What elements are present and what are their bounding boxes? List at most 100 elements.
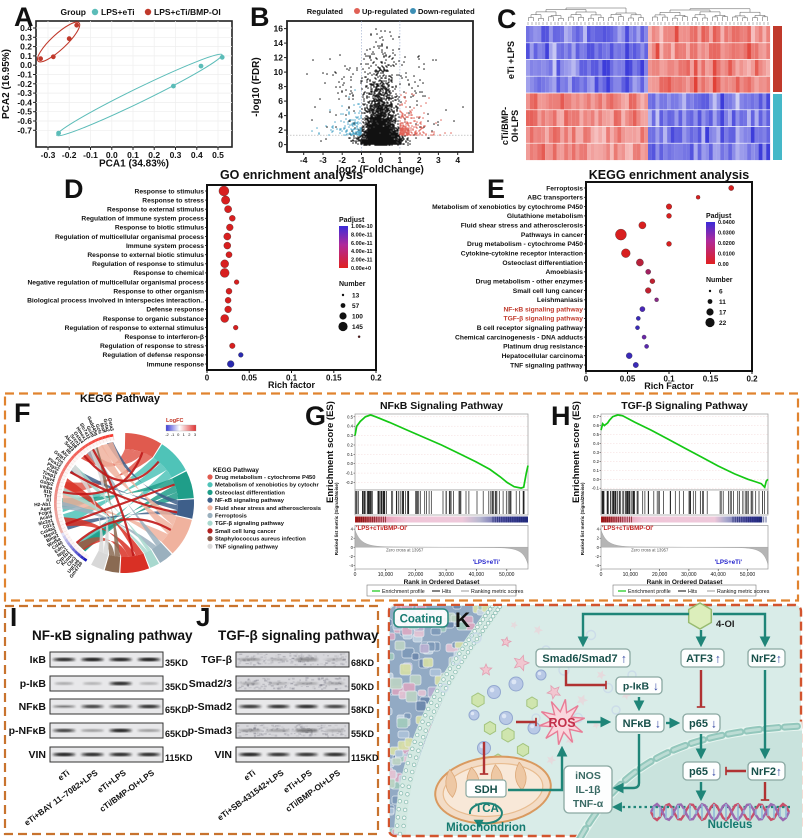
svg-text:115KD: 115KD bbox=[351, 753, 379, 763]
svg-text:0.5: 0.5 bbox=[593, 432, 599, 437]
svg-text:Drug metabolism - other enzyme: Drug metabolism - other enzymes bbox=[476, 279, 584, 286]
svg-text:Group: Group bbox=[61, 7, 87, 17]
svg-text:0.0: 0.0 bbox=[20, 60, 32, 70]
svg-text:0.15: 0.15 bbox=[326, 374, 342, 383]
svg-text:LogFC: LogFC bbox=[166, 418, 183, 424]
svg-text:16: 16 bbox=[274, 24, 284, 34]
svg-text:Biological process involved in: Biological process involved in interspec… bbox=[27, 298, 204, 305]
svg-text:Rich Factor: Rich Factor bbox=[644, 381, 694, 391]
svg-text:Padjust: Padjust bbox=[706, 213, 732, 220]
svg-text:NrF2: NrF2 bbox=[751, 766, 776, 778]
svg-text:NF-κB signaling pathway: NF-κB signaling pathway bbox=[503, 306, 583, 313]
svg-text:-0.5: -0.5 bbox=[17, 107, 32, 117]
svg-text:SDH: SDH bbox=[474, 784, 497, 796]
svg-text:35KD: 35KD bbox=[165, 658, 189, 668]
svg-text:TNF signaling pathway: TNF signaling pathway bbox=[510, 362, 583, 369]
svg-text:eTi: eTi bbox=[56, 768, 71, 783]
svg-text:Number: Number bbox=[339, 281, 366, 288]
svg-text:p-NFκB: p-NFκB bbox=[9, 725, 47, 737]
svg-text:Response to other organism: Response to other organism bbox=[113, 289, 204, 296]
svg-text:-0.1: -0.1 bbox=[83, 150, 98, 160]
svg-text:p65: p65 bbox=[689, 766, 708, 778]
svg-text:4-OI: 4-OI bbox=[716, 619, 734, 630]
svg-text:0: 0 bbox=[278, 140, 283, 150]
svg-text:Immune system process: Immune system process bbox=[126, 243, 204, 250]
svg-text:IL-1β: IL-1β bbox=[575, 784, 601, 796]
svg-text:0: 0 bbox=[354, 572, 357, 578]
svg-text:-2: -2 bbox=[165, 432, 169, 437]
svg-text:↑: ↑ bbox=[715, 652, 721, 666]
svg-text:Small cell lung cancer: Small cell lung cancer bbox=[215, 529, 277, 535]
svg-text:Fcgr4: Fcgr4 bbox=[38, 510, 52, 518]
svg-text:Response to biotic stimulus: Response to biotic stimulus bbox=[115, 225, 204, 232]
svg-text:Fosb: Fosb bbox=[45, 466, 58, 476]
svg-text:0.1: 0.1 bbox=[127, 150, 139, 160]
svg-text:NFκB Signaling Pathway: NFκB Signaling Pathway bbox=[380, 400, 503, 412]
svg-text:Ahr: Ahr bbox=[59, 449, 69, 459]
svg-text:Col4a2: Col4a2 bbox=[40, 525, 57, 536]
svg-text:0.05: 0.05 bbox=[620, 375, 636, 384]
svg-text:14: 14 bbox=[274, 38, 284, 48]
svg-text:Regulation of response to stre: Regulation of response to stress bbox=[100, 343, 204, 350]
svg-text:Inhba: Inhba bbox=[39, 484, 53, 492]
svg-text:0.5: 0.5 bbox=[347, 414, 353, 419]
svg-text:Gclm: Gclm bbox=[85, 425, 96, 438]
svg-text:↓: ↓ bbox=[711, 765, 717, 779]
svg-text:0: 0 bbox=[600, 572, 603, 578]
svg-text:0.00: 0.00 bbox=[718, 262, 729, 268]
svg-text:-1: -1 bbox=[358, 155, 366, 165]
svg-text:0.4: 0.4 bbox=[191, 150, 203, 160]
svg-text:↓: ↓ bbox=[653, 679, 659, 693]
svg-text:Il6: Il6 bbox=[64, 448, 72, 456]
svg-text:0.2: 0.2 bbox=[347, 443, 353, 448]
svg-text:0.3: 0.3 bbox=[347, 433, 353, 438]
svg-text:Mitochondrion: Mitochondrion bbox=[446, 822, 526, 834]
svg-text:20,000: 20,000 bbox=[652, 572, 668, 578]
svg-text:Hits: Hits bbox=[442, 589, 451, 595]
svg-text:11: 11 bbox=[719, 299, 726, 306]
svg-text:ROS: ROS bbox=[548, 716, 575, 730]
svg-text:30,000: 30,000 bbox=[681, 572, 697, 578]
svg-text:Ferroptosis: Ferroptosis bbox=[546, 185, 583, 192]
svg-text:4.00e-11: 4.00e-11 bbox=[351, 249, 372, 255]
svg-text:I: I bbox=[10, 602, 17, 632]
svg-text:F: F bbox=[14, 398, 31, 428]
svg-text:iNOS: iNOS bbox=[575, 770, 601, 782]
svg-text:0: 0 bbox=[177, 432, 180, 437]
svg-text:12: 12 bbox=[274, 53, 284, 63]
svg-text:J: J bbox=[196, 602, 210, 632]
svg-text:-0.2: -0.2 bbox=[62, 150, 77, 160]
svg-text:0.0: 0.0 bbox=[593, 477, 599, 482]
svg-text:1: 1 bbox=[398, 155, 403, 165]
svg-text:Smad6/Smad7: Smad6/Smad7 bbox=[542, 653, 617, 665]
svg-text:Cd14: Cd14 bbox=[42, 521, 55, 530]
svg-text:eTi: eTi bbox=[242, 768, 257, 783]
svg-text:Gclc: Gclc bbox=[94, 423, 103, 435]
svg-text:Ranking metric scores: Ranking metric scores bbox=[471, 589, 524, 595]
svg-text:0.05: 0.05 bbox=[241, 374, 257, 383]
svg-text:↑: ↑ bbox=[776, 765, 782, 779]
svg-text:Gstp2: Gstp2 bbox=[39, 479, 54, 488]
svg-text:3: 3 bbox=[436, 155, 441, 165]
svg-text:0.1: 0.1 bbox=[286, 374, 298, 383]
svg-text:Fluid shear stress and atheros: Fluid shear stress and atherosclerosis bbox=[461, 223, 584, 230]
svg-text:'LPS+cTi/BMP-OI': 'LPS+cTi/BMP-OI' bbox=[602, 525, 654, 532]
svg-text:4: 4 bbox=[351, 527, 354, 532]
svg-text:Amoebiasis: Amoebiasis bbox=[545, 269, 583, 276]
svg-text:0.5: 0.5 bbox=[212, 150, 224, 160]
svg-text:TGF-β signaling pathway: TGF-β signaling pathway bbox=[218, 628, 379, 643]
svg-text:LPS+cTi/BMP-OI: LPS+cTi/BMP-OI bbox=[154, 7, 221, 17]
svg-text:-2: -2 bbox=[595, 554, 599, 559]
svg-text:0.4: 0.4 bbox=[347, 424, 353, 429]
svg-text:Response to external stimulus: Response to external stimulus bbox=[107, 207, 204, 214]
svg-text:0.0400: 0.0400 bbox=[718, 220, 735, 226]
svg-text:0.1: 0.1 bbox=[20, 51, 32, 61]
svg-text:↑: ↑ bbox=[776, 652, 782, 666]
svg-text:Rich factor: Rich factor bbox=[268, 380, 316, 390]
svg-text:TGF-β: TGF-β bbox=[201, 654, 232, 666]
svg-text:-0.2: -0.2 bbox=[17, 79, 32, 89]
svg-text:Enrichment profile: Enrichment profile bbox=[382, 589, 425, 595]
svg-text:0.4: 0.4 bbox=[593, 441, 599, 446]
svg-text:0.2: 0.2 bbox=[746, 375, 758, 384]
svg-text:↓: ↓ bbox=[655, 717, 661, 731]
